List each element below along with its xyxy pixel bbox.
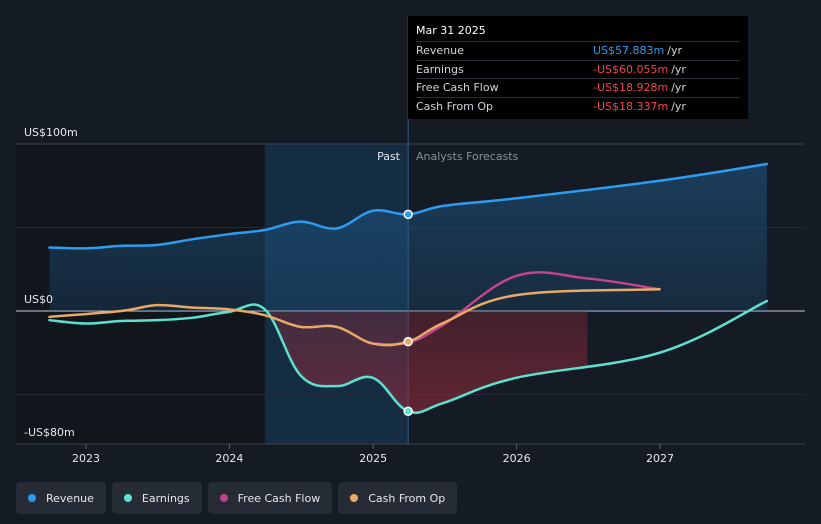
legend-label: Free Cash Flow xyxy=(237,491,321,505)
y-label-top: US$100m xyxy=(24,126,78,139)
legend-label: Revenue xyxy=(46,491,94,505)
legend-item-cash-from-op[interactable]: Cash From Op xyxy=(338,482,458,514)
legend-dot-icon xyxy=(219,494,228,502)
tooltip-date: Mar 31 2025 xyxy=(416,24,486,37)
earnings-marker xyxy=(403,406,413,417)
tooltip-row-value: -US$60.055m xyxy=(593,62,669,76)
tooltip-row-revenue: Revenue US$57.883m /yr xyxy=(416,41,740,60)
x-tick-label: 2027 xyxy=(646,452,674,465)
x-tick-label: 2024 xyxy=(215,452,243,465)
tooltip-row-free-cash-flow: Free Cash Flow -US$18.928m /yr xyxy=(416,78,740,97)
y-label-zero: US$0 xyxy=(24,293,53,306)
tooltip-row-cash-from-op: Cash From Op -US$18.337m /yr xyxy=(416,96,740,116)
forecast-label: Analysts Forecasts xyxy=(416,150,519,163)
tooltip-row-earnings: Earnings -US$60.055m /yr xyxy=(416,59,740,79)
legend-item-earnings[interactable]: Earnings xyxy=(111,482,202,514)
tooltip-row-unit: /yr xyxy=(671,99,686,113)
x-tick-label: 2023 xyxy=(72,452,100,465)
x-tick-label: 2026 xyxy=(503,452,531,465)
cash-from-op-line xyxy=(48,288,661,347)
legend-label: Cash From Op xyxy=(368,491,446,505)
earnings-negative-area xyxy=(264,311,588,413)
legend: Revenue Earnings Free Cash Flow Cash Fro… xyxy=(16,482,458,514)
revenue-line xyxy=(48,162,769,250)
earnings-line xyxy=(48,299,769,414)
past-label: Past xyxy=(377,150,401,163)
tooltip-row-label: Earnings xyxy=(416,62,464,76)
tooltip-row-value: US$57.883m xyxy=(593,44,665,57)
cash-from-op-marker xyxy=(403,336,413,347)
chart-area: US$100m US$0 -US$80m Past Analysts Forec… xyxy=(16,16,805,465)
revenue-area xyxy=(49,164,767,311)
legend-item-free-cash-flow[interactable]: Free Cash Flow xyxy=(207,482,333,514)
tooltip-row-value: -US$18.928m xyxy=(593,81,669,94)
tooltip-row-label: Cash From Op xyxy=(416,99,494,113)
revenue-marker xyxy=(403,209,413,220)
x-tick-label: 2025 xyxy=(359,452,387,465)
tooltip-row-unit: /yr xyxy=(671,81,686,94)
tooltip-row-value: -US$18.337m xyxy=(593,99,669,113)
legend-dot-icon xyxy=(350,494,359,502)
tooltip-row-label: Revenue xyxy=(416,44,464,57)
legend-item-revenue[interactable]: Revenue xyxy=(16,482,106,514)
tooltip-row-unit: /yr xyxy=(671,62,686,76)
legend-label: Earnings xyxy=(141,491,190,505)
y-label-bottom: -US$80m xyxy=(24,426,75,439)
tooltip: Mar 31 2025 Revenue US$57.883m /yr Earni… xyxy=(408,16,748,119)
tooltip-row-unit: /yr xyxy=(667,44,682,57)
legend-dot-icon xyxy=(28,494,36,502)
tooltip-row-label: Free Cash Flow xyxy=(416,81,499,94)
legend-dot-icon xyxy=(123,494,132,502)
